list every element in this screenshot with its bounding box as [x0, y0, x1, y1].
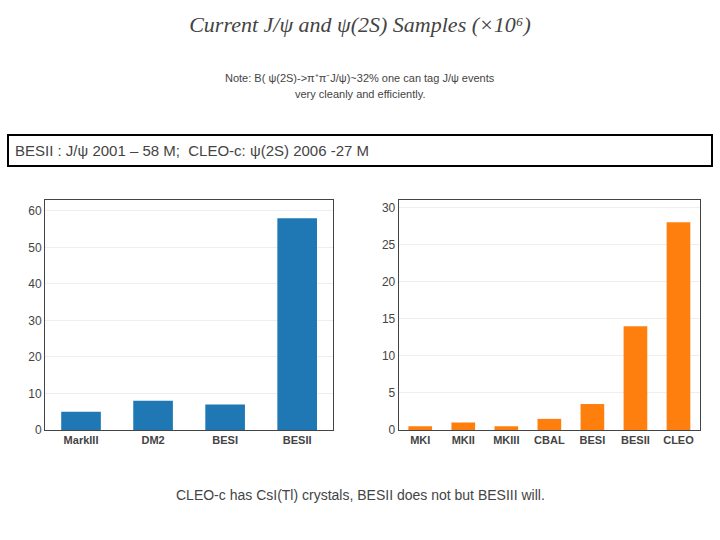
svg-text:CBAL: CBAL: [534, 434, 565, 446]
svg-text:20: 20: [382, 275, 396, 289]
svg-text:40: 40: [28, 277, 42, 291]
svg-text:CLEO: CLEO: [663, 434, 694, 446]
svg-text:0: 0: [389, 423, 396, 437]
svg-text:30: 30: [28, 314, 42, 328]
svg-text:10: 10: [28, 387, 42, 401]
svg-text:very cleanly and efficiently.: very cleanly and efficiently.: [295, 88, 425, 100]
svg-text:BESII: BESII: [621, 434, 650, 446]
svg-text:Note: B( ψ(2S)->π⁺π⁻J/ψ)~32% o: Note: B( ψ(2S)->π⁺π⁻J/ψ)~32% one can tag…: [225, 72, 495, 84]
svg-text:20: 20: [28, 350, 42, 364]
svg-text:BESI: BESI: [580, 434, 606, 446]
svg-text:0: 0: [35, 423, 42, 437]
svg-text:Current J/ψ and ψ(2S) Samples: Current J/ψ and ψ(2S) Samples (×10⁶): [189, 12, 531, 37]
svg-text:DM2: DM2: [141, 434, 164, 446]
svg-text:50: 50: [28, 241, 42, 255]
svg-text:MKII: MKII: [452, 434, 475, 446]
svg-text:5: 5: [389, 386, 396, 400]
svg-text:30: 30: [382, 201, 396, 215]
svg-text:10: 10: [382, 349, 396, 363]
svg-text:25: 25: [382, 238, 396, 252]
svg-text:BESII: BESII: [283, 434, 312, 446]
svg-text:15: 15: [382, 312, 396, 326]
svg-text:BESI: BESI: [212, 434, 238, 446]
svg-text:MarkIII: MarkIII: [64, 434, 99, 446]
svg-text:60: 60: [28, 204, 42, 218]
svg-text:BESII : J/ψ 2001 – 58 M; CLEO: BESII : J/ψ 2001 – 58 M; CLEO-c: ψ(2S) 2…: [15, 142, 369, 159]
svg-text:MKI: MKI: [410, 434, 430, 446]
svg-text:CLEO-c has CsI(Tl) crystals, B: CLEO-c has CsI(Tl) crystals, BESII does …: [176, 487, 545, 503]
svg-text:MKIII: MKIII: [493, 434, 519, 446]
